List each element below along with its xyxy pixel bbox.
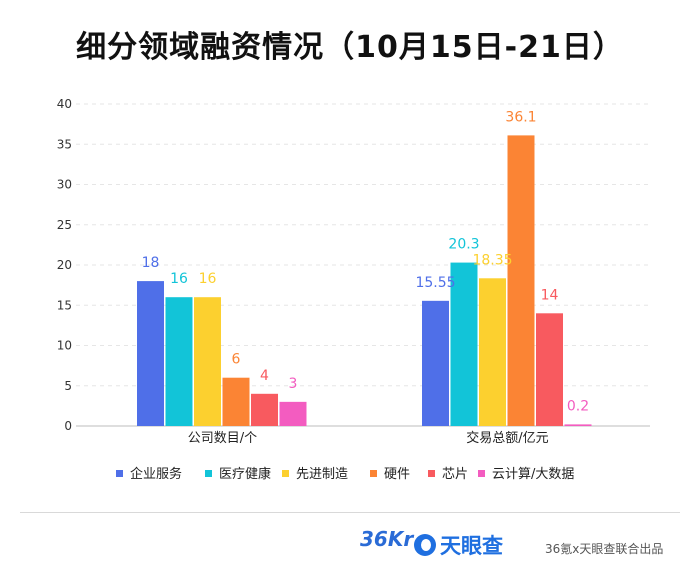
- legend-swatch: [116, 470, 123, 477]
- data-label: 18: [142, 255, 160, 271]
- footer-divider: [20, 512, 680, 513]
- legend-label: 硬件: [384, 467, 410, 482]
- data-label: 0.2: [567, 398, 589, 414]
- data-label: 15.55: [415, 275, 455, 291]
- footer-credit: 36氪x天眼查联合出品: [545, 542, 664, 556]
- data-label: 16: [199, 271, 217, 287]
- y-tick-label: 35: [57, 137, 72, 151]
- bar: [507, 135, 535, 426]
- y-tick-label: 5: [64, 379, 72, 393]
- y-axis-ticks: 0 5 10 15 20 25 30 35 40: [57, 97, 72, 433]
- legend-swatch: [478, 470, 485, 477]
- y-tick-label: 25: [57, 218, 72, 232]
- data-label: 14: [541, 287, 559, 303]
- bar: [422, 300, 449, 426]
- legend-swatch: [282, 470, 289, 477]
- logo-36kr: 36Kr: [360, 527, 414, 551]
- y-tick-label: 0: [64, 419, 72, 433]
- data-label: 16: [170, 271, 188, 287]
- chart-title: 细分领域融资情况（10月15日-21日）: [76, 30, 624, 65]
- bar: [564, 424, 592, 426]
- legend-label: 先进制造: [296, 467, 348, 482]
- data-label: 4: [260, 368, 269, 384]
- tianyancha-logo-icon: [414, 534, 436, 556]
- legend-swatch: [428, 470, 435, 477]
- bar: [450, 262, 478, 426]
- bar: [137, 281, 164, 426]
- legend-label: 云计算/大数据: [492, 467, 574, 482]
- bar: [251, 393, 278, 426]
- legend: 企业服务 医疗健康 先进制造 硬件 芯片 云计算/大数据: [116, 466, 574, 482]
- y-tick-label: 40: [57, 97, 72, 111]
- bar-chart: 0 5 10 15 20 25 30 35 40 18 16 16 6 4 3 15.55 20.318.35…: [57, 97, 650, 482]
- data-label: 18.35: [472, 252, 512, 268]
- bar: [194, 297, 221, 426]
- y-tick-label: 15: [57, 298, 72, 312]
- x-category-label: 公司数目/个: [188, 431, 257, 446]
- data-label: 36.1: [505, 109, 536, 125]
- bar: [479, 278, 506, 426]
- data-label: 6: [232, 352, 241, 368]
- y-tick-label: 30: [57, 178, 72, 192]
- bar: [279, 401, 307, 426]
- legend-swatch: [370, 470, 377, 477]
- logo-tianyancha: 天眼查: [414, 530, 503, 560]
- data-label: 20.3: [448, 237, 479, 253]
- x-axis-categories: 公司数目/个 交易总额/亿元: [188, 430, 549, 446]
- legend-swatch: [205, 470, 212, 477]
- legend-label: 医疗健康: [219, 466, 271, 482]
- y-tick-label: 20: [57, 258, 72, 272]
- bars: [137, 135, 592, 426]
- legend-label: 企业服务: [130, 466, 182, 482]
- data-labels: 18 16 16 6 4 3 15.55 20.318.35 36.1 14 0.2: [142, 109, 590, 414]
- legend-label: 芯片: [442, 467, 468, 482]
- tianyancha-logo-text: 天眼查: [440, 534, 503, 558]
- x-category-label: 交易总额/亿元: [466, 430, 548, 446]
- data-label: 3: [289, 376, 298, 392]
- bar: [222, 377, 250, 426]
- bar: [165, 297, 193, 426]
- y-tick-label: 10: [57, 339, 72, 353]
- bar: [536, 313, 563, 426]
